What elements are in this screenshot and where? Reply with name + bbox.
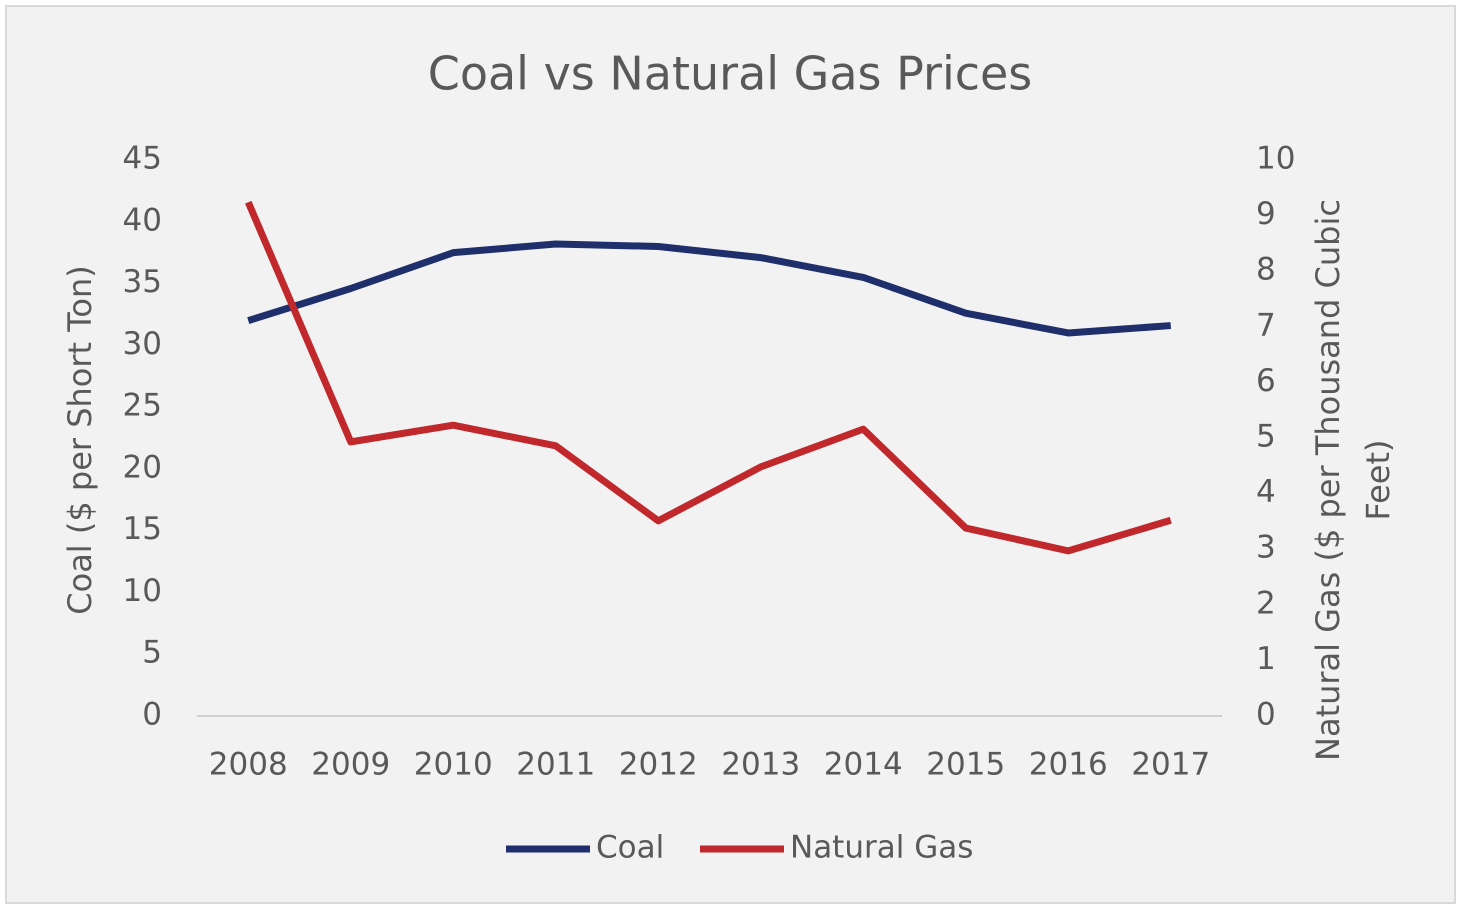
y2-tick-label: 7 [1256, 307, 1276, 343]
y-tick-label: 30 [123, 326, 162, 362]
y2-tick-label: 9 [1256, 196, 1276, 232]
y-tick-label: 40 [123, 202, 162, 238]
y2-axis-label: Natural Gas ($ per Thousand Cubic [1309, 199, 1347, 761]
chart-title: Coal vs Natural Gas Prices [428, 47, 1033, 101]
legend-label: Coal [596, 830, 664, 866]
x-tick-label: 2013 [721, 747, 800, 783]
y2-tick-label: 8 [1256, 252, 1276, 288]
y-tick-label: 0 [142, 697, 162, 733]
y-tick-label: 25 [123, 388, 162, 424]
line-series [247, 240, 1172, 337]
chart-background [5, 5, 1456, 904]
x-tick-label: 2012 [619, 747, 698, 783]
y-tick-label: 5 [142, 635, 162, 671]
line-series [245, 200, 1172, 555]
y2-tick-label: 2 [1256, 585, 1276, 621]
y-tick-label: 10 [123, 573, 162, 609]
y2-tick-label: 3 [1256, 530, 1276, 566]
y2-tick-label: 1 [1256, 641, 1276, 677]
x-tick-label: 2008 [209, 747, 288, 783]
x-tick-label: 2015 [926, 747, 1005, 783]
legend-label: Natural Gas [790, 830, 973, 866]
x-tick-label: 2014 [824, 747, 903, 783]
y2-tick-label: 5 [1256, 419, 1276, 455]
y2-axis-label: Feet) [1359, 439, 1397, 520]
y-tick-label: 20 [123, 449, 162, 485]
y-tick-label: 45 [123, 141, 162, 177]
x-tick-label: 2011 [516, 747, 595, 783]
x-tick-label: 2016 [1029, 747, 1108, 783]
y-tick-label: 15 [123, 511, 162, 547]
x-tick-label: 2010 [414, 747, 493, 783]
y2-tick-label: 4 [1256, 474, 1276, 510]
y-axis-label: Coal ($ per Short Ton) [61, 265, 99, 614]
y2-tick-label: 6 [1256, 363, 1276, 399]
y-tick-label: 35 [123, 264, 162, 300]
x-tick-label: 2017 [1131, 747, 1210, 783]
y2-tick-label: 10 [1256, 141, 1295, 177]
y2-tick-label: 0 [1256, 697, 1276, 733]
x-tick-label: 2009 [311, 747, 390, 783]
